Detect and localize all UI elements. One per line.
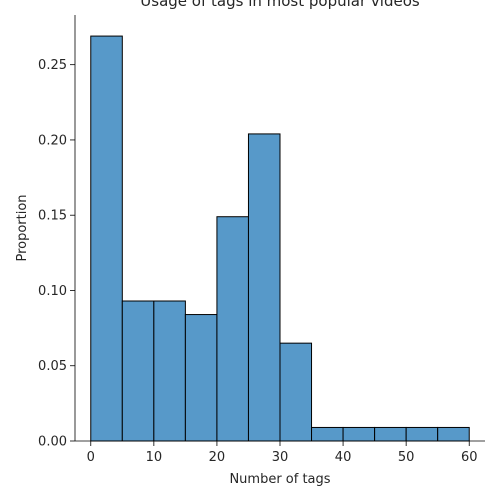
y-tick-label: 0.15 — [38, 209, 67, 224]
y-tick-label: 0.20 — [38, 133, 67, 148]
histogram-bar — [216, 216, 249, 442]
histogram-bar — [311, 426, 344, 442]
histogram-bar — [90, 35, 123, 442]
x-axis-title: Number of tags — [229, 472, 330, 487]
histogram-bar — [374, 426, 407, 442]
histogram-bar — [121, 300, 155, 442]
y-axis-title: Proportion — [15, 194, 30, 261]
histogram-bar — [405, 426, 439, 442]
x-tick-label: 10 — [146, 450, 163, 465]
x-tick-label: 20 — [209, 450, 226, 465]
histogram-bar — [247, 133, 281, 442]
x-axis-ticks: 0 10 20 30 40 50 60 — [87, 441, 478, 465]
chart-title: Usage of tags in most popular videos — [140, 0, 420, 10]
histogram-bars — [90, 35, 470, 442]
y-tick-label: 0.25 — [38, 58, 67, 73]
y-tick-label: 0.10 — [38, 284, 67, 299]
x-tick-label: 60 — [461, 450, 478, 465]
x-tick-label: 30 — [272, 450, 289, 465]
x-tick-label: 0 — [87, 450, 95, 465]
histogram-bar — [279, 342, 313, 442]
histogram-bar — [342, 426, 376, 442]
y-axis-ticks: 0.00 0.05 0.10 0.15 0.20 0.25 — [38, 58, 75, 450]
y-tick-label: 0.05 — [38, 359, 67, 374]
histogram-bar — [153, 300, 186, 442]
y-tick-label: 0.00 — [38, 435, 67, 450]
histogram-bar — [184, 314, 218, 442]
x-tick-label: 50 — [398, 450, 415, 465]
histogram-bar — [437, 426, 470, 442]
x-tick-label: 40 — [335, 450, 352, 465]
